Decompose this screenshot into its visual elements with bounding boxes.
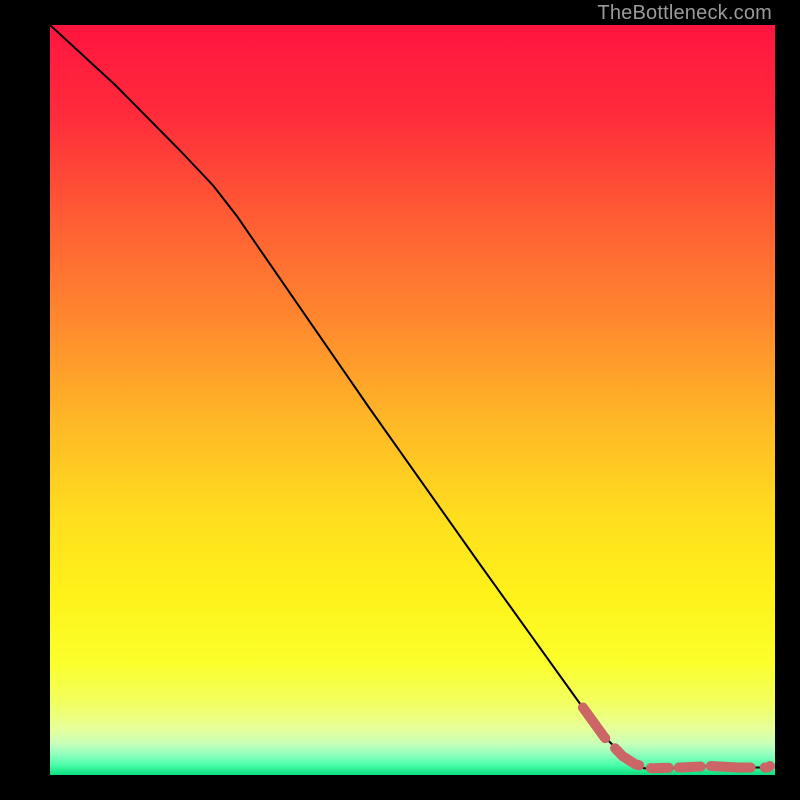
chart-canvas: TheBottleneck.com (0, 0, 800, 800)
plot-area (50, 25, 775, 775)
attribution-label: TheBottleneck.com (597, 2, 772, 25)
chart-overlay (50, 25, 775, 775)
terminal-marker (765, 761, 775, 771)
marker-highlight (583, 708, 768, 769)
data-curve (50, 25, 768, 769)
